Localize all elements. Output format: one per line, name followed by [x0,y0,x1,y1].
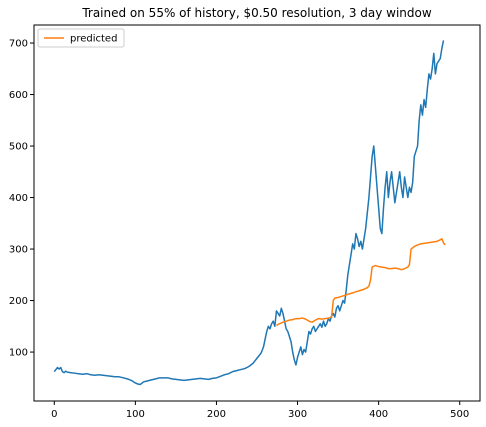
y-tick-label: 400 [9,193,28,204]
x-tick-label: 100 [126,409,145,420]
y-tick-label: 600 [9,90,28,101]
plot-frame [33,24,481,402]
x-tick-label: 400 [369,409,388,420]
x-tick-label: 0 [51,409,57,420]
y-tick-label: 200 [9,296,28,307]
x-tick-label: 500 [450,409,469,420]
legend-box [37,28,125,48]
x-tick-label: 200 [207,409,226,420]
y-axis: 100 200 300 400 500 600 700 [9,39,34,359]
y-tick-label: 100 [9,348,28,359]
series-group [53,40,446,386]
series-actual-line [53,40,445,386]
x-axis: 0 100 200 300 400 500 [51,401,469,420]
plot-area: 0 100 200 300 400 500 100 200 300 400 500 600 700 [9,24,481,420]
y-tick-label: 500 [9,142,28,153]
legend: predicted [37,28,125,48]
series-predicted-line [276,238,446,326]
y-tick-label: 300 [9,245,28,256]
y-tick-label: 700 [9,39,28,50]
chart-title: Trained on 55% of history, $0.50 resolut… [81,6,432,20]
x-tick-label: 300 [288,409,307,420]
legend-predicted-label: predicted [70,34,117,45]
